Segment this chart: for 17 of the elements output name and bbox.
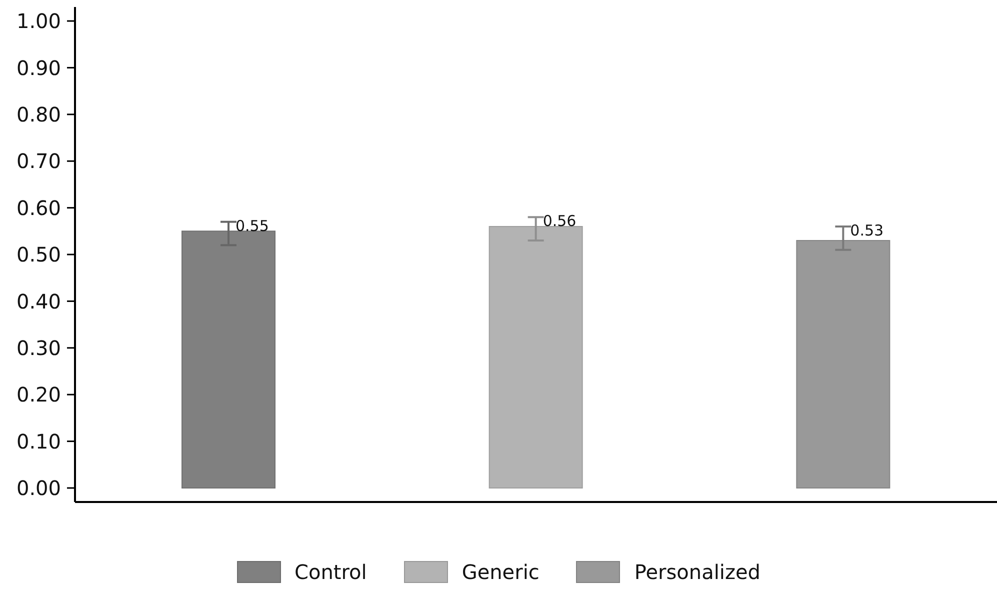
data-label: 0.56 [542,212,576,230]
y-tick-label: 0.00 [16,476,61,500]
y-tick-label: 0.70 [16,149,61,174]
legend-label: Control [294,560,367,584]
y-tick-label: 0.20 [16,382,61,407]
y-tick-label: 1.00 [16,9,61,34]
legend-label: Generic [462,560,540,584]
y-tick-label: 0.60 [16,196,61,220]
y-tick-label: 0.80 [16,102,61,127]
y-tick-label: 0.10 [16,429,61,454]
y-tick-label: 0.50 [16,242,61,267]
y-tick-label: 0.40 [16,289,61,314]
data-label: 0.53 [850,221,884,240]
y-tick-label: 0.90 [16,56,61,80]
y-tick-label: 0.30 [16,336,61,360]
legend-label: Personalized [634,560,760,584]
data-label: 0.55 [236,216,269,235]
